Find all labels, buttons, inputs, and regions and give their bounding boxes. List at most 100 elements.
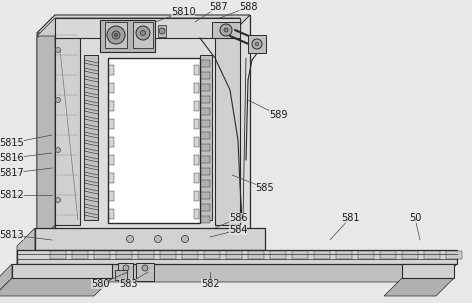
Circle shape bbox=[56, 98, 60, 102]
Text: 585: 585 bbox=[256, 183, 274, 193]
Bar bbox=[402, 264, 454, 278]
Bar bbox=[109, 65, 114, 75]
Bar bbox=[50, 251, 66, 259]
Bar bbox=[201, 144, 210, 151]
Text: 5817: 5817 bbox=[0, 168, 25, 178]
Bar bbox=[201, 132, 210, 139]
Bar bbox=[194, 65, 199, 75]
Text: 50: 50 bbox=[409, 213, 421, 223]
Circle shape bbox=[142, 265, 148, 271]
Polygon shape bbox=[17, 228, 35, 268]
Circle shape bbox=[154, 235, 161, 242]
Bar bbox=[201, 96, 210, 103]
Bar bbox=[212, 22, 240, 38]
Bar bbox=[100, 20, 155, 52]
Polygon shape bbox=[37, 20, 55, 243]
Bar bbox=[194, 119, 199, 129]
Bar bbox=[17, 250, 457, 264]
Bar bbox=[226, 251, 242, 259]
Circle shape bbox=[115, 34, 118, 36]
Bar bbox=[55, 15, 250, 230]
Bar bbox=[84, 55, 98, 220]
Bar bbox=[248, 35, 266, 53]
Polygon shape bbox=[384, 278, 454, 296]
Bar bbox=[314, 251, 330, 259]
Bar bbox=[158, 25, 166, 37]
Bar bbox=[292, 251, 308, 259]
Bar bbox=[115, 270, 127, 280]
Bar bbox=[424, 251, 440, 259]
Bar bbox=[109, 83, 114, 93]
Circle shape bbox=[159, 28, 165, 34]
Bar bbox=[109, 209, 114, 219]
Text: 583: 583 bbox=[119, 279, 137, 289]
Bar bbox=[194, 155, 199, 165]
Polygon shape bbox=[0, 264, 12, 296]
Bar bbox=[201, 60, 210, 67]
Bar bbox=[200, 55, 212, 220]
Bar bbox=[55, 20, 80, 225]
Bar bbox=[136, 263, 154, 281]
Bar bbox=[194, 101, 199, 111]
Bar bbox=[194, 83, 199, 93]
Bar bbox=[201, 216, 210, 223]
Bar bbox=[201, 168, 210, 175]
Polygon shape bbox=[37, 15, 250, 33]
Text: 581: 581 bbox=[341, 213, 359, 223]
Text: 587: 587 bbox=[209, 2, 228, 12]
Text: 584: 584 bbox=[229, 225, 247, 235]
Text: 580: 580 bbox=[91, 279, 109, 289]
Bar bbox=[182, 251, 198, 259]
Circle shape bbox=[182, 235, 188, 242]
Bar bbox=[109, 137, 114, 147]
Polygon shape bbox=[0, 278, 112, 296]
Bar bbox=[194, 137, 199, 147]
Bar bbox=[109, 191, 114, 201]
Circle shape bbox=[141, 31, 145, 35]
Bar bbox=[358, 251, 374, 259]
Bar bbox=[109, 155, 114, 165]
Bar bbox=[194, 191, 199, 201]
Bar bbox=[204, 251, 220, 259]
Bar bbox=[201, 204, 210, 211]
Bar bbox=[108, 58, 200, 223]
Text: 5813: 5813 bbox=[0, 230, 25, 240]
Bar bbox=[446, 251, 462, 259]
Polygon shape bbox=[17, 250, 265, 268]
Bar bbox=[109, 119, 114, 129]
Bar bbox=[201, 72, 210, 79]
Circle shape bbox=[126, 235, 134, 242]
Bar bbox=[35, 228, 265, 250]
Bar bbox=[55, 18, 240, 38]
Bar bbox=[201, 180, 210, 187]
Circle shape bbox=[252, 39, 262, 49]
Text: 582: 582 bbox=[201, 279, 219, 289]
Bar bbox=[72, 251, 88, 259]
Circle shape bbox=[112, 31, 120, 39]
Text: 589: 589 bbox=[269, 110, 287, 120]
Bar bbox=[116, 251, 132, 259]
Bar bbox=[270, 251, 286, 259]
Bar bbox=[201, 84, 210, 91]
Bar bbox=[138, 251, 154, 259]
Bar bbox=[109, 173, 114, 183]
Bar bbox=[201, 156, 210, 163]
Circle shape bbox=[123, 265, 129, 271]
Bar bbox=[194, 209, 199, 219]
Bar bbox=[201, 120, 210, 127]
Circle shape bbox=[220, 24, 232, 36]
Bar bbox=[336, 251, 352, 259]
Text: 5812: 5812 bbox=[0, 190, 25, 200]
Text: 586: 586 bbox=[229, 213, 247, 223]
Bar bbox=[133, 22, 153, 48]
Bar bbox=[105, 22, 127, 48]
Polygon shape bbox=[37, 15, 55, 248]
Text: 588: 588 bbox=[239, 2, 257, 12]
Polygon shape bbox=[37, 18, 240, 36]
Circle shape bbox=[136, 26, 150, 40]
Bar bbox=[109, 101, 114, 111]
Polygon shape bbox=[0, 264, 457, 282]
Circle shape bbox=[56, 148, 60, 152]
Circle shape bbox=[56, 198, 60, 202]
Bar bbox=[215, 20, 240, 225]
